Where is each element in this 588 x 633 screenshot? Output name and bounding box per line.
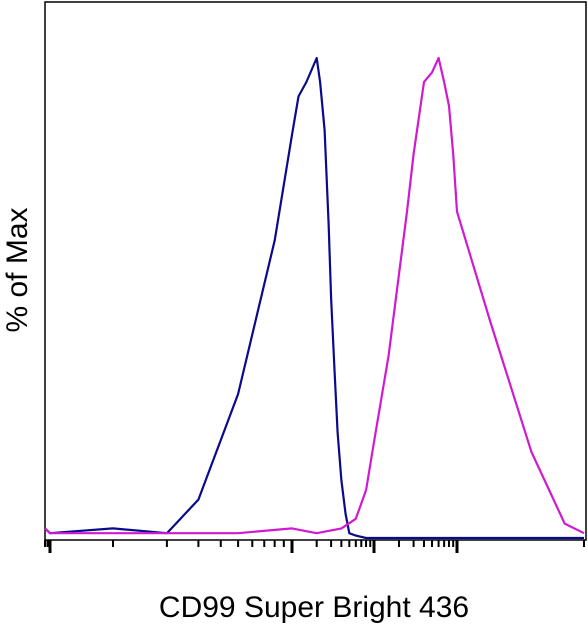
histogram-series-1 — [44, 56, 584, 540]
x-axis-label: CD99 Super Bright 436 — [159, 591, 469, 624]
x-axis-ticks — [44, 540, 585, 553]
plot-frame — [44, 1, 587, 541]
series-layer — [44, 56, 585, 540]
histogram-series-2 — [44, 56, 585, 535]
plot-border — [44, 1, 587, 541]
y-axis-label: % of Max — [1, 207, 34, 332]
